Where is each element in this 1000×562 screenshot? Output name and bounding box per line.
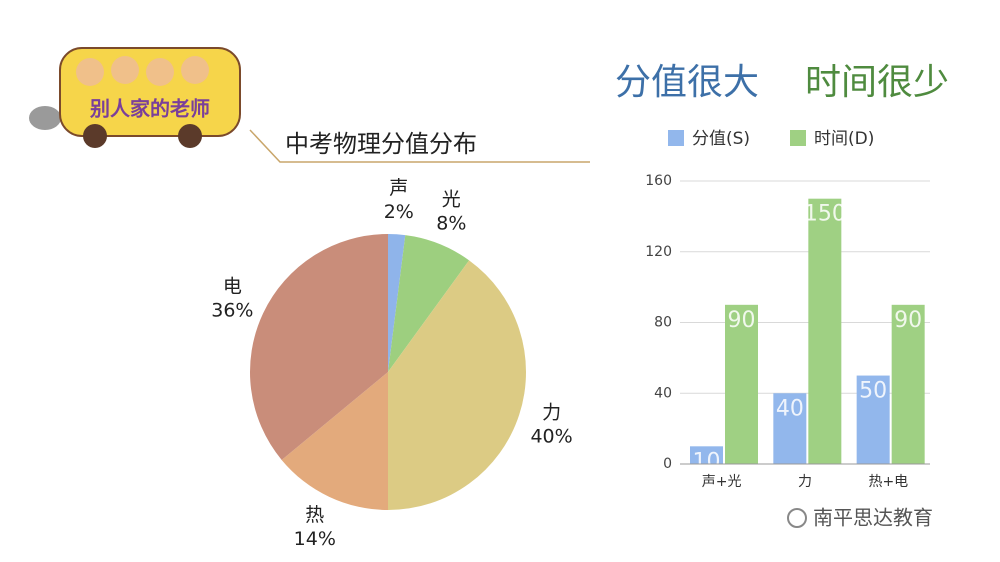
y-tick-label: 120 [645, 244, 672, 260]
y-tick-label: 0 [663, 456, 672, 472]
x-tick-label: 声+光 [702, 474, 742, 490]
pie-slice [250, 234, 388, 460]
y-tick-label: 40 [654, 385, 672, 401]
y-tick-label: 160 [645, 173, 672, 189]
data-label: 50 [859, 379, 887, 404]
pie-slice [388, 234, 406, 372]
face [76, 58, 104, 86]
exhaust [29, 106, 61, 130]
slice-category: 力 [542, 402, 561, 424]
pie-chart: 声2% 光8% 力40% 热14% 电36% [211, 177, 572, 550]
slice-category: 光 [442, 189, 461, 211]
wheel [83, 124, 107, 148]
bar-chart: 0 40 80 120 160 声+光10 90 力 40 150 热+电 50 90 分值(S) 时间(D… [645, 129, 930, 490]
slice-category: 电 [223, 275, 242, 297]
data-label: 10 [693, 449, 721, 474]
bar [773, 393, 807, 464]
pie-title: 中考物理分值分布 [285, 130, 477, 158]
bar [891, 304, 925, 464]
legend-label: 分值(S) [692, 129, 750, 149]
wheel [178, 124, 202, 148]
data-label: 150 [804, 202, 846, 227]
watermark: 南平思达教育 [787, 506, 933, 530]
pie-slice [388, 260, 526, 510]
legend-swatch [790, 130, 806, 146]
headline: 时间很少 [805, 62, 949, 103]
slice-value-label: 40% [530, 426, 572, 448]
headline: 分值很大 [615, 62, 759, 103]
legend-label: 时间(D) [814, 129, 874, 149]
data-label: 40 [776, 396, 804, 421]
slice-value-label: 14% [294, 528, 336, 550]
y-tick-label: 80 [654, 315, 672, 331]
slice-value-label: 2% [384, 201, 414, 223]
bar [725, 304, 758, 464]
legend-swatch [668, 130, 684, 146]
watermark-text: 南平思达教育 [813, 506, 933, 530]
pie-slice [388, 235, 470, 372]
face [146, 58, 174, 86]
slice-value-label: 36% [211, 299, 253, 321]
pie-slice [281, 372, 388, 510]
x-tick-label: 力 [798, 474, 812, 490]
data-label: 90 [728, 308, 756, 333]
slice-category: 热 [305, 504, 324, 526]
bar [808, 198, 842, 464]
bar [856, 375, 890, 464]
watermark-icon [787, 508, 807, 528]
logo-text: 别人家的老师 [89, 97, 210, 121]
logo: 别人家的老师 [29, 47, 241, 148]
slice-value-label: 8% [436, 213, 466, 235]
slice-category: 声 [389, 177, 408, 199]
bar [690, 446, 723, 464]
title-rule [249, 129, 590, 163]
face [181, 56, 209, 84]
data-label: 90 [894, 308, 922, 333]
x-tick-label: 热+电 [868, 474, 908, 490]
face [111, 56, 139, 84]
